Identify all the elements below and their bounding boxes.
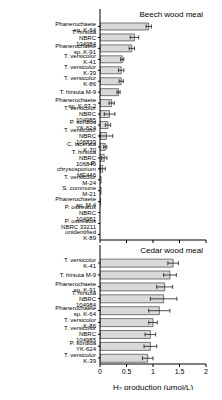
svg-text:T. hirsuta M-9: T. hirsuta M-9: [60, 272, 97, 278]
svg-text:0: 0: [98, 368, 102, 375]
svg-text:T. hirsuta M-9: T. hirsuta M-9: [60, 89, 97, 95]
svg-text:1: 1: [151, 368, 155, 375]
svg-text:P. sordidaYK-624: P. sordidaYK-624: [70, 340, 97, 352]
svg-text:T. versicolorK-41: T. versicolorK-41: [64, 257, 97, 269]
svg-text:unidentifiedK-89: unidentifiedK-89: [65, 229, 96, 241]
svg-text:Phanerochaetesp. K-64: Phanerochaetesp. K-64: [55, 305, 96, 317]
svg-text:0.5: 0.5: [122, 368, 132, 375]
svg-text:2: 2: [204, 368, 208, 375]
svg-text:1.5: 1.5: [175, 368, 185, 375]
svg-text:T. versicolorK-39: T. versicolorK-39: [64, 352, 97, 364]
svg-text:H₂ production (μmol/L): H₂ production (μmol/L): [113, 383, 194, 390]
svg-text:T. versicolorK-86: T. versicolorK-86: [64, 75, 97, 87]
svg-text:T. hirsutaNBRC106840: T. hirsutaNBRC106840: [72, 149, 97, 167]
